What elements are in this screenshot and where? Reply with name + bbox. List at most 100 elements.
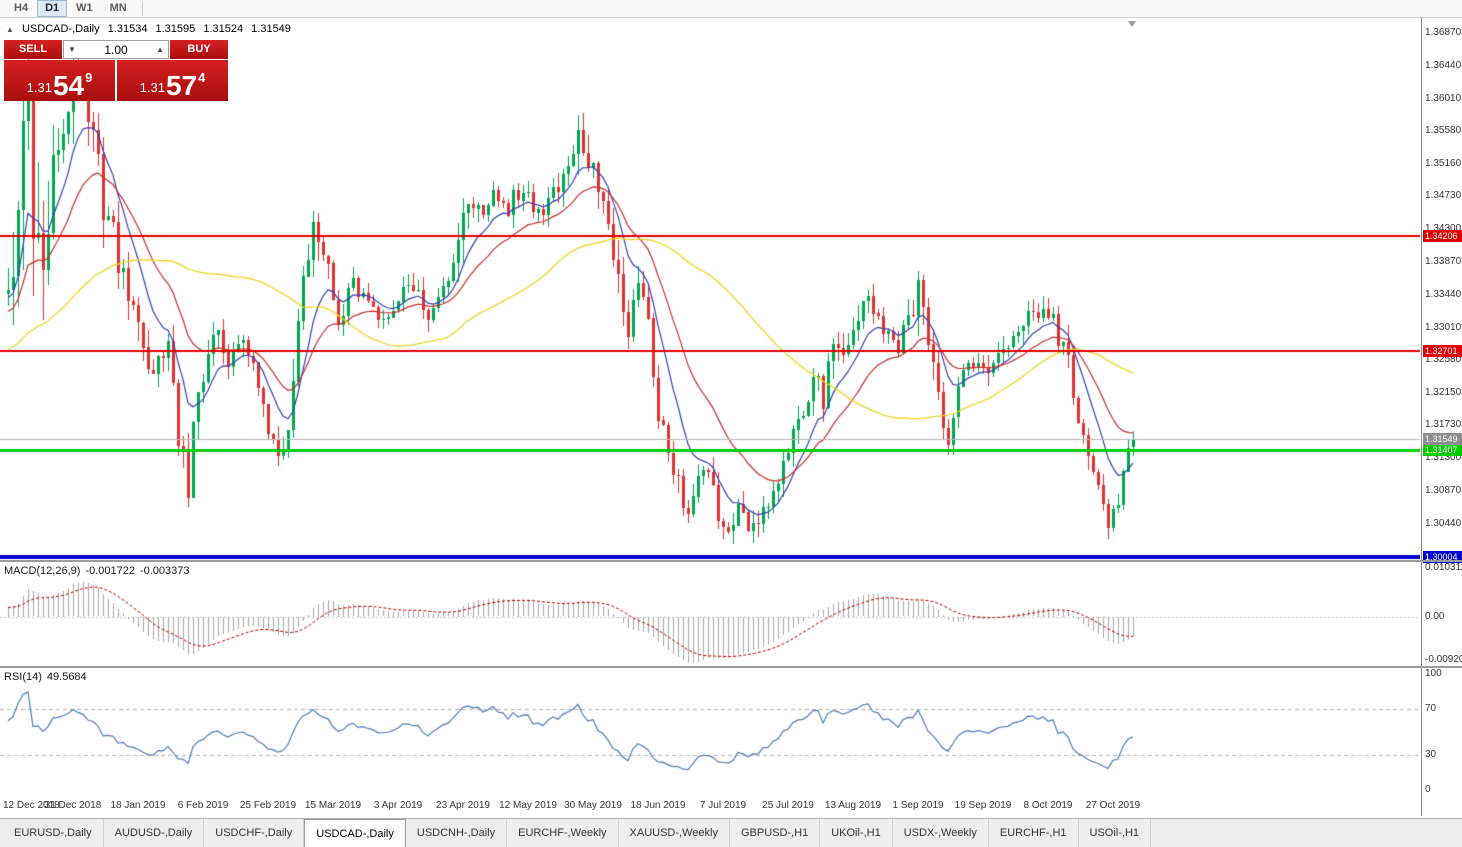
price-tick: 1.33440: [1425, 288, 1462, 300]
ohlc-open: 1.31534: [107, 23, 148, 35]
sell-price-display[interactable]: 1.31 54 9: [4, 60, 115, 101]
price-tick: 1.31730: [1425, 419, 1462, 431]
buy-price-pipette: 4: [198, 70, 206, 85]
price-tick: 1.31300: [1425, 452, 1462, 464]
rsi-value: 49.5684: [46, 671, 87, 683]
date-label: 23 Apr 2019: [436, 800, 490, 811]
timeframe-button-w1[interactable]: W1: [76, 2, 93, 14]
buy-price-pips: 57: [165, 70, 198, 101]
date-label: 19 Sep 2019: [954, 800, 1012, 811]
rsi-indicator-panel: RSI(14) 49.5684: [0, 668, 1420, 796]
sell-button[interactable]: SELL: [4, 40, 62, 59]
chart-tab-usdchf-daily[interactable]: USDCHF-,Daily: [204, 819, 305, 847]
rsi-name: RSI(14): [4, 671, 42, 683]
macd-signal-value: -0.003373: [139, 565, 190, 577]
date-label: 12 Dec 2018: [3, 800, 60, 811]
chart-tab-usdcnh-daily[interactable]: USDCNH-,Daily: [406, 819, 508, 847]
sell-price-pips: 54: [52, 70, 85, 101]
chart-tab-usoil-h1[interactable]: USOil-,H1: [1079, 819, 1152, 847]
chart-tab-audusd-daily[interactable]: AUDUSD-,Daily: [104, 819, 205, 847]
rsi-chart-canvas[interactable]: [0, 668, 1420, 796]
panel-separator[interactable]: [0, 666, 1462, 668]
hline-price-label[interactable]: 1.31407: [1423, 443, 1462, 456]
date-label: 12 May 2019: [499, 800, 557, 811]
buy-button[interactable]: BUY: [170, 40, 228, 59]
date-label: 7 Jul 2019: [699, 800, 747, 811]
price-tick: 1.36010: [1425, 92, 1462, 104]
price-tick: 1.33870: [1425, 255, 1462, 267]
date-label: 25 Feb 2019: [239, 800, 297, 811]
hline-price-label[interactable]: 1.34206: [1423, 230, 1462, 243]
date-label: 18 Jan 2019: [110, 800, 166, 811]
chart-header: ▲ USDCAD-,Daily 1.31534 1.31595 1.31524 …: [6, 23, 296, 35]
toolbar-separator: [141, 1, 143, 16]
trade-controls-row: SELL ▼ ▲ BUY: [4, 40, 228, 59]
date-label: 30 May 2019: [564, 800, 622, 811]
chart-tab-eurchf-h1[interactable]: EURCHF-,H1: [989, 819, 1079, 847]
date-label: 1 Sep 2019: [892, 800, 944, 811]
macd-indicator-panel: MACD(12,26,9) -0.001722 -0.003373: [0, 562, 1420, 666]
sell-price-pipette: 9: [85, 70, 93, 85]
chart-tab-gbpusd-h1[interactable]: GBPUSD-,H1: [730, 819, 821, 847]
date-label: 13 Aug 2019: [824, 800, 882, 811]
date-label: 18 Jun 2019: [630, 800, 686, 811]
price-tick: 1.34300: [1425, 223, 1462, 235]
price-tick: 1.30870: [1425, 484, 1462, 496]
price-tick: 1.30440: [1425, 517, 1462, 529]
chart-workspace: ▲ USDCAD-,Daily 1.31534 1.31595 1.31524 …: [0, 18, 1462, 816]
macd-name: MACD(12,26,9): [4, 565, 81, 577]
price-tick: 1.32580: [1425, 354, 1462, 366]
time-axis[interactable]: 12 Dec 2018 31 Dec 2018 18 Jan 2019 6 Feb 2…: [0, 796, 1420, 816]
volume-input[interactable]: [84, 41, 148, 58]
rsi-axis-tick: 30: [1425, 749, 1437, 761]
date-label: 8 Oct 2019: [1023, 800, 1073, 811]
timeframe-toolbar: H4 D1 W1 MN: [0, 0, 1462, 18]
buy-price-big: 1.31: [139, 80, 165, 95]
panel-separator[interactable]: [0, 560, 1462, 562]
timeframe-button-d1[interactable]: D1: [37, 0, 68, 17]
macd-label: MACD(12,26,9) -0.001722 -0.003373: [4, 565, 195, 577]
chevron-down-icon[interactable]: ▼: [68, 44, 76, 54]
chart-tab-eurchf-weekly[interactable]: EURCHF-,Weekly: [507, 819, 619, 847]
chart-tabs-bar: EURUSD-,Daily AUDUSD-,Daily USDCHF-,Daily U…: [0, 818, 1462, 847]
date-label: 3 Apr 2019: [373, 800, 423, 811]
ohlc-low: 1.31524: [203, 23, 244, 35]
price-tick: 1.32150: [1425, 387, 1462, 399]
collapse-panel-icon[interactable]: ▲: [6, 25, 14, 34]
price-tick: 1.36440: [1425, 59, 1462, 71]
chart-tab-ukoil-h1[interactable]: UKOil-,H1: [820, 819, 893, 847]
chart-tab-usdcad-daily[interactable]: USDCAD-,Daily: [304, 819, 406, 847]
date-label: 31 Dec 2018: [44, 800, 102, 811]
ohlc-close: 1.31549: [251, 23, 291, 35]
price-chart-canvas[interactable]: [0, 18, 1420, 560]
sell-price-big: 1.31: [26, 80, 52, 95]
price-axis[interactable]: 1.36870 1.36440 1.36010 1.35580 1.35160 1.347…: [1421, 18, 1462, 816]
price-tick: 1.34730: [1425, 190, 1462, 202]
rsi-label: RSI(14) 49.5684: [4, 671, 92, 683]
ohlc-high: 1.31595: [155, 23, 196, 35]
current-price-label: 1.31549: [1423, 433, 1462, 446]
price-tick: 1.35160: [1425, 157, 1462, 169]
buy-price-display[interactable]: 1.31 57 4: [117, 60, 228, 101]
macd-axis-tick: 0.00: [1425, 610, 1445, 622]
timeframe-button-mn[interactable]: MN: [109, 2, 127, 14]
price-chart-panel: ▲ USDCAD-,Daily 1.31534 1.31595 1.31524 …: [0, 18, 1420, 560]
timeframe-button-h4[interactable]: H4: [14, 2, 29, 14]
price-tick: 1.33010: [1425, 321, 1462, 333]
macd-axis-tick: -0.009203: [1425, 654, 1462, 665]
volume-control[interactable]: ▼ ▲: [63, 40, 169, 59]
date-label: 25 Jul 2019: [762, 800, 814, 811]
chart-tab-usdx-weekly[interactable]: USDX-,Weekly: [893, 819, 989, 847]
chart-tab-eurusd-daily[interactable]: EURUSD-,Daily: [3, 819, 104, 847]
hline-price-label[interactable]: 1.32701: [1423, 345, 1462, 358]
rsi-axis-tick: 70: [1425, 702, 1437, 714]
macd-axis-tick: 0.010311: [1425, 562, 1462, 573]
date-label: 6 Feb 2019: [177, 800, 229, 811]
rsi-axis-tick: 100: [1425, 668, 1442, 679]
macd-chart-canvas[interactable]: [0, 562, 1420, 666]
chevron-up-icon[interactable]: ▲: [156, 44, 164, 54]
price-tick: 1.36870: [1425, 27, 1462, 38]
chart-tab-xauusd-weekly[interactable]: XAUUSD-,Weekly: [619, 819, 730, 847]
